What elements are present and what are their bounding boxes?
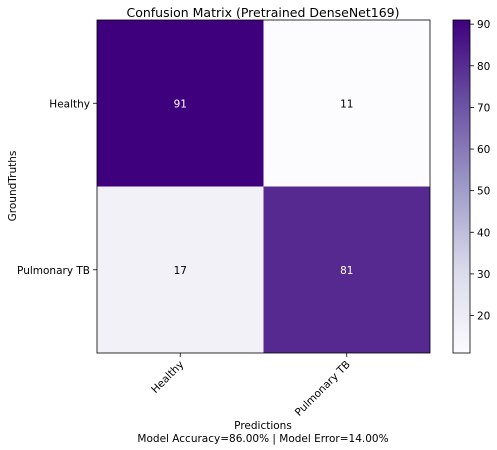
colorbar-tick-label: 20 — [477, 311, 490, 323]
y-tick-label: Pulmonary TB — [17, 265, 90, 277]
colorbar — [452, 19, 471, 354]
plot-frame — [96, 19, 431, 354]
heatmap-cell — [263, 186, 430, 353]
colorbar-tick-label: 60 — [477, 144, 490, 156]
cell-value-label: 91 — [174, 98, 187, 110]
x-tick-label: Healthy — [149, 359, 186, 396]
colorbar-tick-label: 40 — [477, 227, 490, 239]
colorbar-tick-label: 50 — [477, 186, 490, 198]
x-axis-label: Predictions — [234, 420, 292, 432]
colorbar-tick-label: 80 — [477, 61, 490, 73]
heatmap-cell — [263, 20, 430, 187]
accuracy-caption: Model Accuracy=86.00% | Model Error=14.0… — [137, 433, 388, 445]
y-axis-ticks: Healthy Pulmonary TB — [17, 98, 97, 277]
chart-title: Confusion Matrix (Pretrained DenseNet169… — [126, 5, 399, 20]
heatmap-cells — [97, 20, 430, 353]
colorbar-tick-label: 30 — [477, 269, 490, 281]
x-axis-ticks: Healthy Pulmonary TB — [149, 353, 353, 419]
colorbar-ticks: 20 30 40 50 60 70 80 90 — [470, 19, 490, 323]
cell-value-labels: 91 11 17 81 — [174, 98, 354, 277]
colorbar-tick-label: 90 — [477, 19, 490, 31]
cell-value-label: 81 — [340, 265, 353, 277]
cell-value-label: 11 — [340, 98, 353, 110]
colorbar-tick-label: 70 — [477, 102, 490, 114]
heatmap-cell — [97, 186, 264, 353]
x-tick-label: Pulmonary TB — [293, 359, 353, 419]
y-axis-label: GroundTruths — [7, 151, 19, 222]
cell-value-label: 17 — [174, 265, 187, 277]
heatmap-cell — [97, 20, 264, 187]
y-tick-label: Healthy — [49, 98, 90, 110]
